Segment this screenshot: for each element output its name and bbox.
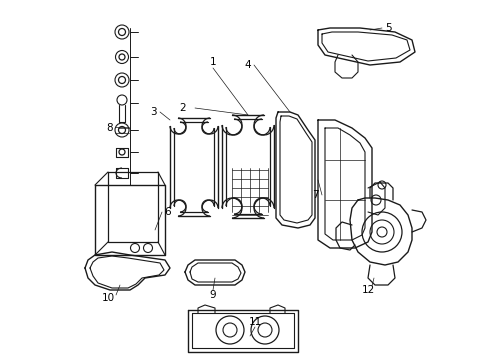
Text: 10: 10: [101, 293, 115, 303]
Text: 6: 6: [165, 207, 172, 217]
Text: 1: 1: [210, 57, 216, 67]
Text: 3: 3: [149, 107, 156, 117]
Text: 5: 5: [385, 23, 392, 33]
Text: 4: 4: [245, 60, 251, 70]
Text: 9: 9: [210, 290, 216, 300]
Text: 12: 12: [361, 285, 375, 295]
Text: 8: 8: [107, 123, 113, 133]
Text: 2: 2: [180, 103, 186, 113]
Text: 11: 11: [248, 317, 262, 327]
Text: 7: 7: [312, 190, 318, 200]
